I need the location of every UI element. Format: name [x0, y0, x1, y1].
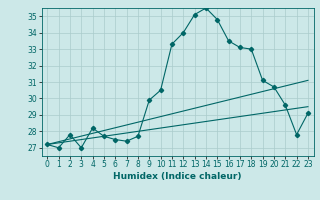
X-axis label: Humidex (Indice chaleur): Humidex (Indice chaleur) [113, 172, 242, 181]
